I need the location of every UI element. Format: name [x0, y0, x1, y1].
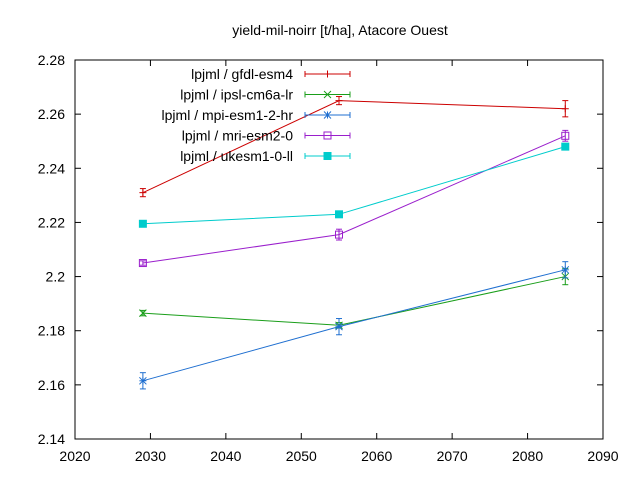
data-point	[561, 105, 569, 113]
x-tick-label: 2060	[361, 448, 392, 464]
y-tick-label: 2.14	[38, 431, 65, 447]
y-tick-label: 2.26	[38, 106, 65, 122]
legend-label: lpjml / ukesm1-0-ll	[180, 148, 293, 164]
plot-area	[74, 59, 604, 440]
data-point	[323, 90, 332, 99]
x-tick-label: 2070	[437, 448, 468, 464]
data-point	[138, 259, 147, 268]
y-tick-label: 2.18	[38, 323, 65, 339]
x-tick-label: 2080	[512, 448, 543, 464]
y-tick-label: 2.28	[38, 52, 65, 68]
y-tick-label: 2.22	[38, 214, 65, 230]
data-point	[335, 230, 343, 239]
data-point	[561, 265, 570, 274]
series-line	[142, 269, 566, 382]
y-axis: 2.14 2.16 2.18 2.2 2.22 2.24 2.26 2.28	[38, 52, 603, 447]
plot-frame	[74, 59, 604, 440]
legend-label: lpjml / ipsl-cm6a-lr	[180, 87, 293, 103]
x-tick-label: 2050	[286, 448, 317, 464]
legend-label: lpjml / mri-esm2-0	[182, 128, 293, 144]
x-tick-label: 2090	[587, 448, 618, 464]
data-point	[561, 131, 570, 140]
data-point	[323, 152, 332, 160]
series-5	[138, 142, 570, 228]
series-3	[139, 261, 570, 390]
legend-label: lpjml / mpi-esm1-2-hr	[162, 107, 294, 123]
series-1	[139, 96, 569, 198]
series-line	[142, 276, 566, 326]
data-point	[335, 210, 343, 219]
data-point	[139, 309, 147, 317]
data-point	[138, 219, 147, 228]
y-tick-label: 2.2	[46, 269, 66, 285]
data-point	[335, 97, 343, 105]
data-point	[335, 322, 343, 331]
y-tick-label: 2.24	[38, 160, 65, 176]
x-tick-label: 2030	[135, 448, 166, 464]
series-2	[139, 267, 570, 330]
chart-title: yield-mil-noirr [t/ha], Atacore Ouest	[232, 22, 448, 38]
legend-entry: lpjml / mpi-esm1-2-hr	[162, 107, 351, 123]
data-point	[323, 111, 332, 119]
error-bar	[139, 260, 146, 266]
legend: lpjml / gfdl-esm4 lpjml / ipsl-cm6a-lr lpj…	[162, 66, 351, 164]
legend-entry: lpjml / ipsl-cm6a-lr	[180, 87, 351, 103]
data-point	[561, 142, 570, 151]
legend-label: lpjml / gfdl-esm4	[191, 66, 293, 82]
x-tick-label: 2020	[59, 448, 90, 464]
legend-entry: lpjml / ukesm1-0-ll	[180, 148, 351, 164]
legend-entry: lpjml / mri-esm2-0	[182, 128, 351, 144]
x-axis: 2020 2030 2040 2050 2060 2070 2080 2090	[59, 60, 619, 464]
legend-entry: lpjml / gfdl-esm4	[191, 66, 351, 82]
data-point	[324, 70, 331, 78]
series-layer	[138, 96, 570, 390]
data-point	[139, 376, 147, 385]
y-tick-label: 2.16	[38, 377, 65, 393]
data-point	[323, 131, 332, 140]
x-tick-label: 2040	[210, 448, 241, 464]
data-point	[139, 189, 147, 197]
